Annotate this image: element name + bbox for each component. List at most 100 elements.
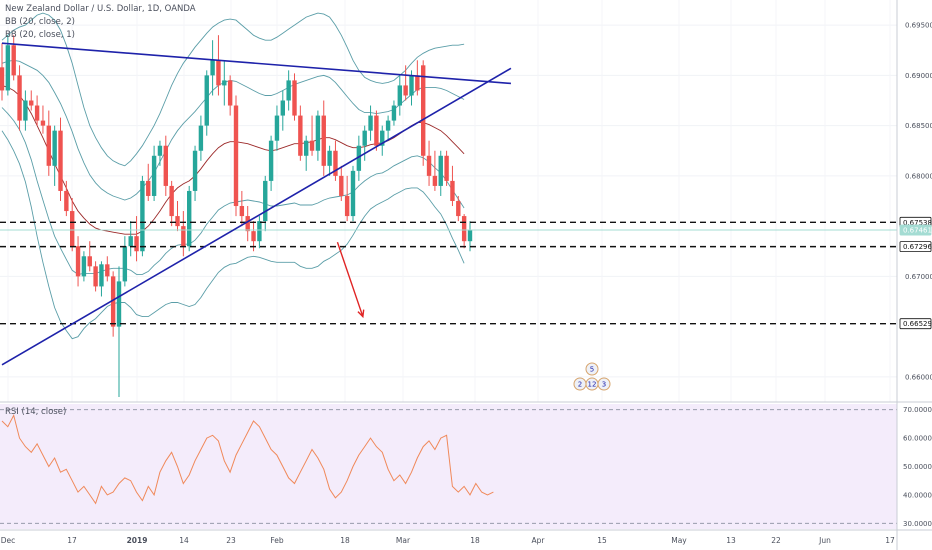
event-count-label: 5	[590, 366, 594, 374]
candle	[169, 180, 174, 227]
candle-body	[122, 246, 128, 282]
candle	[344, 175, 350, 222]
candle	[23, 90, 28, 131]
economic-events[interactable]: 52 12 3	[573, 362, 611, 391]
candle	[40, 105, 46, 134]
flag-icon	[585, 362, 599, 376]
candle	[268, 135, 274, 191]
candle	[239, 190, 245, 227]
candlestick-series	[0, 35, 473, 397]
rsi-line	[1, 414, 494, 505]
bb-upper2-line	[1, 12, 465, 167]
rsi-background	[0, 404, 897, 529]
candle	[461, 214, 467, 249]
candle	[204, 70, 209, 136]
candle-body	[432, 175, 438, 186]
candle-body	[245, 216, 250, 232]
candle-body	[64, 190, 69, 212]
candle	[46, 110, 51, 176]
candle-body	[58, 130, 63, 191]
symbol-title: New Zealand Dollar / U.S. Dollar, 1D, OA…	[5, 4, 196, 14]
price-tag-support-far: 0.66529	[899, 318, 932, 330]
candle	[257, 216, 262, 249]
price-tick-label: 0.66000	[905, 373, 932, 381]
candle	[0, 43, 5, 101]
candle-body	[134, 236, 139, 252]
candle	[87, 241, 92, 272]
price-axis[interactable]: 0.69500 0.69000 0.68500 0.68000 0.67000 0.660…	[905, 22, 932, 382]
candle	[385, 115, 391, 141]
candle	[444, 150, 449, 186]
candle-body	[327, 150, 332, 166]
event-marker-bottom-right[interactable]: 3	[597, 377, 611, 391]
candle	[157, 140, 163, 166]
candle	[304, 135, 309, 171]
candle-body	[350, 170, 356, 217]
rsi-tick-label: 70.0000	[903, 406, 932, 414]
rsi-axis[interactable]: 70.0000 60.0000 50.0000 40.0000 30.0000	[903, 406, 932, 528]
candle	[397, 75, 402, 116]
price-tag-label: 0.67461	[903, 227, 932, 235]
candle	[327, 145, 332, 176]
candle-body	[81, 256, 87, 277]
candle-body	[257, 221, 262, 242]
candle	[286, 70, 291, 111]
candle	[52, 125, 57, 186]
price-grid	[0, 0, 897, 402]
candle	[11, 35, 16, 81]
candle	[146, 163, 151, 201]
candle-body	[99, 264, 104, 287]
bb-inner-legend[interactable]: BB (20, close, 1)	[5, 30, 75, 40]
candle	[368, 105, 373, 141]
candle	[245, 206, 250, 242]
candle	[362, 125, 367, 161]
time-tick-label: Apr	[532, 536, 546, 545]
time-tick-label: 13	[726, 536, 736, 545]
bb-upper1-line	[1, 59, 465, 201]
candle-body	[467, 230, 473, 242]
candle	[450, 165, 455, 207]
candle-body	[34, 105, 40, 121]
candle-body	[415, 75, 420, 91]
rsi-legend[interactable]: RSI (14, close)	[5, 407, 67, 417]
candle	[75, 236, 81, 287]
candle-body	[263, 180, 268, 222]
candle	[227, 75, 233, 116]
candle	[438, 150, 443, 196]
bb-outer-legend[interactable]: BB (20, close, 2)	[5, 17, 75, 27]
time-axis[interactable]: Dec 17 2019 14 23 Feb 18 Mar 18 Apr 15 May 13 22 Jun 17	[1, 536, 895, 545]
candle	[110, 271, 116, 337]
candle	[187, 185, 192, 252]
rsi-tick-label: 40.0000	[903, 491, 932, 499]
candle-body	[461, 216, 467, 242]
candle	[280, 90, 285, 131]
candle	[29, 90, 34, 111]
candle-body	[227, 80, 233, 106]
event-marker-bottom-left[interactable]: 2	[573, 377, 587, 391]
event-marker-top-count[interactable]: 5	[585, 362, 599, 376]
time-tick-label: 18	[470, 536, 480, 545]
price-tick-label: 0.69000	[905, 72, 932, 80]
candle-body	[292, 80, 297, 116]
candle	[58, 117, 63, 201]
candle-body	[333, 150, 338, 176]
candle-body	[438, 155, 443, 186]
candle-body	[374, 115, 379, 146]
candle	[415, 60, 420, 96]
candle-body	[403, 85, 408, 96]
candle-body	[110, 276, 116, 327]
price-tag-box	[899, 241, 932, 253]
candle-body	[280, 100, 285, 116]
time-tick-label: Feb	[270, 536, 284, 545]
candle-body	[239, 206, 245, 217]
candle-body	[233, 105, 239, 207]
time-tick-label: 17	[67, 536, 77, 545]
time-tick-label: 17	[885, 536, 895, 545]
ascending-trendline	[1, 67, 512, 366]
candle-body	[409, 75, 414, 96]
candle	[380, 125, 385, 156]
candle	[99, 261, 104, 297]
event-marker-bottom-mid[interactable]: 12	[585, 377, 599, 391]
candle-body	[304, 140, 309, 156]
